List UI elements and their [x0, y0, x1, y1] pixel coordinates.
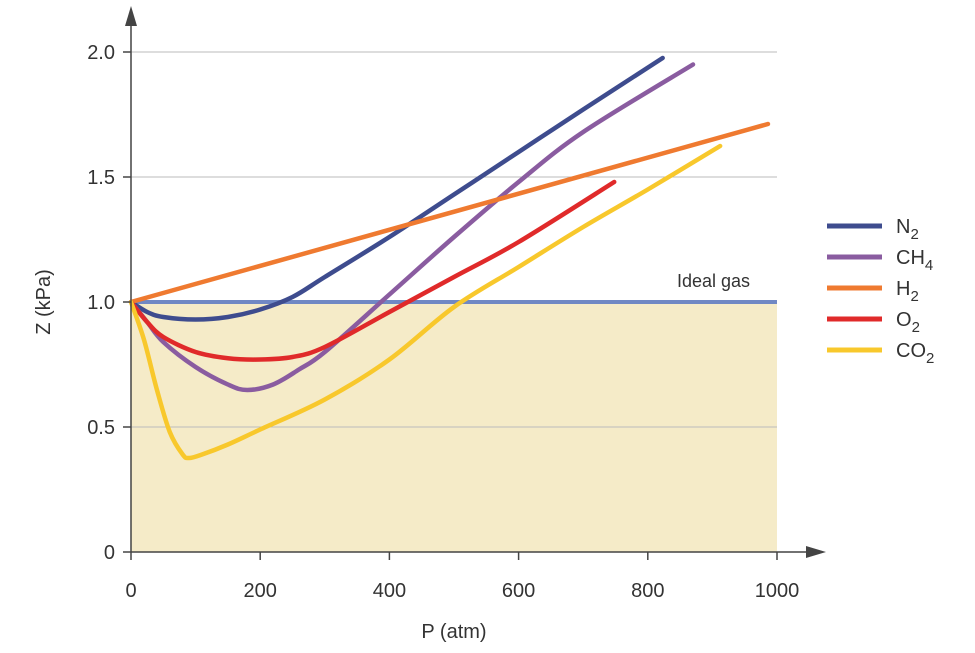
series-line-n2 — [128, 55, 665, 322]
x-tick-label: 800 — [631, 580, 664, 602]
y-tick-label: 0 — [104, 542, 115, 564]
x-tick-label: 200 — [244, 580, 277, 602]
y-tick-label: 1.0 — [87, 292, 115, 314]
series-line-co2 — [128, 143, 723, 461]
legend-label-o2: O2 — [896, 309, 920, 336]
x-tick-label: 600 — [502, 580, 535, 602]
series-line-o2 — [128, 179, 617, 362]
y-tick-label: 0.5 — [87, 417, 115, 439]
legend-label-n2: N2 — [896, 216, 919, 243]
series-line-h2 — [128, 121, 771, 305]
series-line-ch4 — [128, 62, 696, 393]
legend-label-h2: H2 — [896, 278, 919, 305]
y-axis-label: Z (kPa) — [33, 269, 55, 335]
y-axis-arrow-icon — [125, 6, 137, 26]
ideal-gas-label: Ideal gas — [677, 271, 750, 291]
y-tick-label: 1.5 — [87, 167, 115, 189]
x-axis-label: P (atm) — [421, 621, 486, 643]
x-axis-arrow-icon — [806, 546, 826, 558]
legend-label-co2: CO2 — [896, 340, 934, 367]
legend-label-ch4: CH4 — [896, 247, 933, 274]
x-tick-label: 1000 — [755, 580, 800, 602]
x-tick-label: 0 — [125, 580, 136, 602]
y-tick-label: 2.0 — [87, 42, 115, 64]
x-tick-label: 400 — [373, 580, 406, 602]
